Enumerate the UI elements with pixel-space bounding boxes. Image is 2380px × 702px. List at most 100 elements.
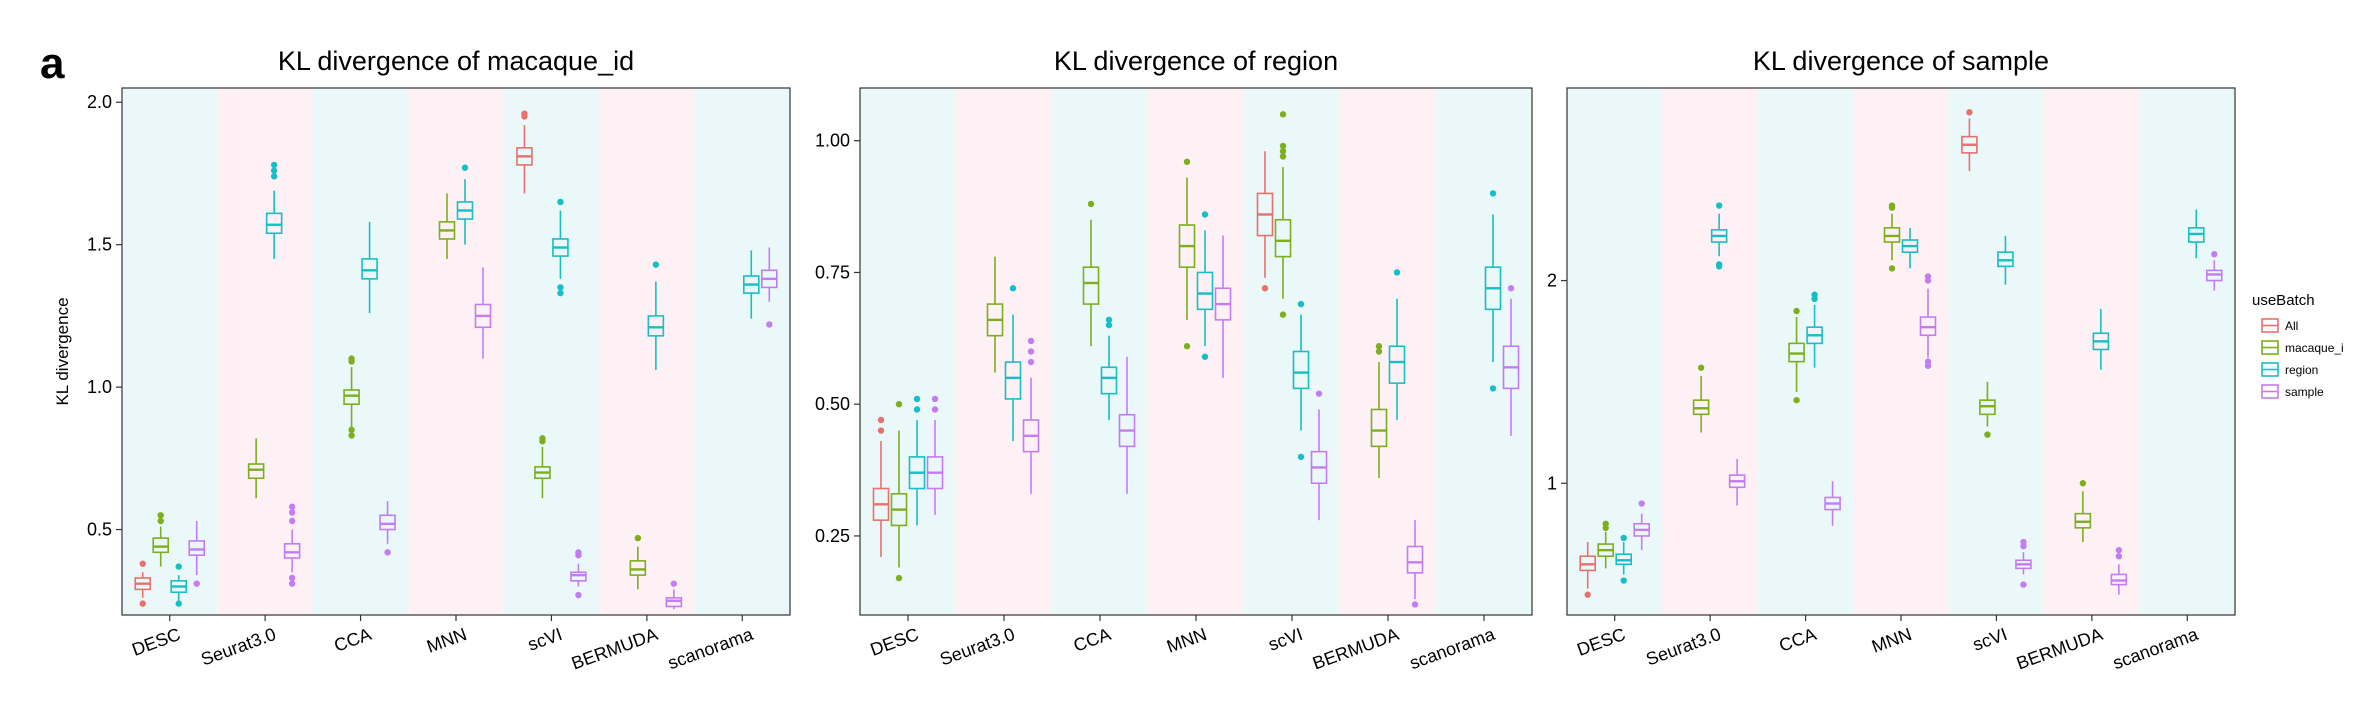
x-tick-label: BERMUDA	[2014, 624, 2105, 674]
category-band	[1757, 88, 1854, 615]
x-tick-label: BERMUDA	[1310, 624, 1401, 674]
outlier-point	[1183, 343, 1191, 350]
box-body	[188, 540, 206, 556]
y-tick-label: 1.0	[87, 377, 112, 397]
outlier-point	[348, 432, 355, 439]
box-body	[1292, 350, 1310, 390]
box-region	[170, 563, 188, 607]
box-macaque_i	[890, 401, 908, 582]
y-tick-label: 0.75	[815, 262, 850, 282]
category-band	[1244, 88, 1340, 615]
box-macaque_i	[1883, 202, 1901, 272]
outlier-point	[1715, 202, 1723, 209]
y-axis-label: KL divergence	[53, 297, 72, 405]
outlier-point	[1297, 453, 1305, 461]
y-tick-label: 1.5	[87, 235, 112, 255]
box-macaque_i	[1274, 111, 1292, 318]
outlier-point	[1489, 385, 1497, 392]
box-sample	[1502, 285, 1520, 436]
box-sample	[2205, 251, 2223, 291]
x-tick-label: DESC	[1574, 624, 1628, 660]
outlier-point	[2020, 538, 2027, 546]
panel-label: a	[40, 39, 65, 88]
box-sample	[2015, 538, 2032, 588]
outlier-point	[1602, 520, 1609, 527]
outlier-point	[139, 600, 146, 607]
category-band	[1567, 88, 1663, 615]
box-body	[665, 597, 683, 608]
x-tick-label: scanorama	[1407, 624, 1498, 674]
box-region	[1292, 300, 1310, 461]
box-region	[1806, 291, 1823, 368]
legend-item: macaque_i	[2261, 340, 2344, 355]
box-macaque_i	[438, 193, 456, 259]
outlier-point	[1811, 291, 1818, 298]
box-body	[570, 571, 587, 582]
box-region	[1484, 190, 1502, 392]
x-tick-label: CCA	[1071, 624, 1114, 656]
box-sample	[570, 549, 587, 599]
legend-label: region	[2285, 363, 2318, 377]
outlier-point	[1279, 148, 1287, 155]
outlier-point	[1793, 307, 1800, 315]
y-tick-label: 0.25	[815, 526, 850, 546]
x-tick-label: MNN	[424, 624, 469, 657]
category-band	[1948, 88, 2045, 615]
box-body	[1370, 408, 1388, 448]
category-band	[408, 88, 504, 615]
chart-panel: KL divergence of sample 2 1 DESC Seurat3.0 CC…	[1547, 46, 2236, 674]
outlier-point	[877, 427, 885, 434]
box-body	[629, 560, 647, 576]
outlier-point	[193, 580, 200, 587]
box-region	[1004, 285, 1022, 442]
outlier-point	[1584, 591, 1591, 598]
y-tick-label: 0.50	[815, 394, 850, 414]
box-body	[647, 315, 665, 337]
box-region	[1710, 202, 1728, 270]
outlier-point	[913, 406, 921, 413]
y-tick-label: 1.00	[815, 131, 850, 151]
box-sample	[926, 395, 944, 515]
outlier-point	[877, 416, 885, 424]
x-tick-label: BERMUDA	[569, 624, 660, 674]
outlier-point	[2079, 480, 2087, 487]
box-macaque_i	[343, 355, 360, 439]
outlier-point	[1620, 577, 1627, 584]
box-region	[2092, 308, 2110, 370]
category-band	[860, 88, 956, 615]
legend-title: useBatch	[2252, 292, 2315, 309]
legend-label: sample	[2285, 385, 2324, 399]
outlier-point	[288, 574, 296, 582]
box-macaque_i	[534, 435, 551, 499]
outlier-point	[384, 549, 391, 556]
outlier-point	[1793, 396, 1800, 404]
outlier-point	[1393, 269, 1401, 276]
outlier-point	[348, 355, 355, 362]
box-body	[1388, 345, 1406, 384]
outlier-point	[1888, 202, 1896, 209]
outlier-point	[1009, 285, 1017, 292]
box-sample	[283, 503, 301, 587]
outlier-point	[1279, 111, 1287, 118]
outlier-point	[670, 580, 678, 587]
panels: KL divergence of macaque_id KL divergence…	[53, 46, 2236, 674]
x-tick-label: MNN	[1869, 624, 1914, 657]
box-All	[1256, 151, 1274, 292]
box-body	[1100, 366, 1118, 395]
box-sample	[1824, 481, 1841, 526]
outlier-point	[1924, 358, 1932, 365]
box-sample	[760, 247, 778, 328]
outlier-point	[1201, 211, 1209, 218]
box-body	[152, 537, 170, 554]
outlier-point	[1638, 500, 1645, 507]
outlier-point	[270, 167, 278, 174]
box-sample	[188, 520, 206, 587]
box-body	[247, 463, 265, 480]
box-region	[1196, 211, 1214, 360]
box-All	[516, 110, 533, 194]
box-sample	[1118, 356, 1136, 494]
x-tick-label: CCA	[331, 624, 374, 656]
outlier-point	[348, 426, 355, 434]
outlier-point	[1261, 285, 1269, 292]
